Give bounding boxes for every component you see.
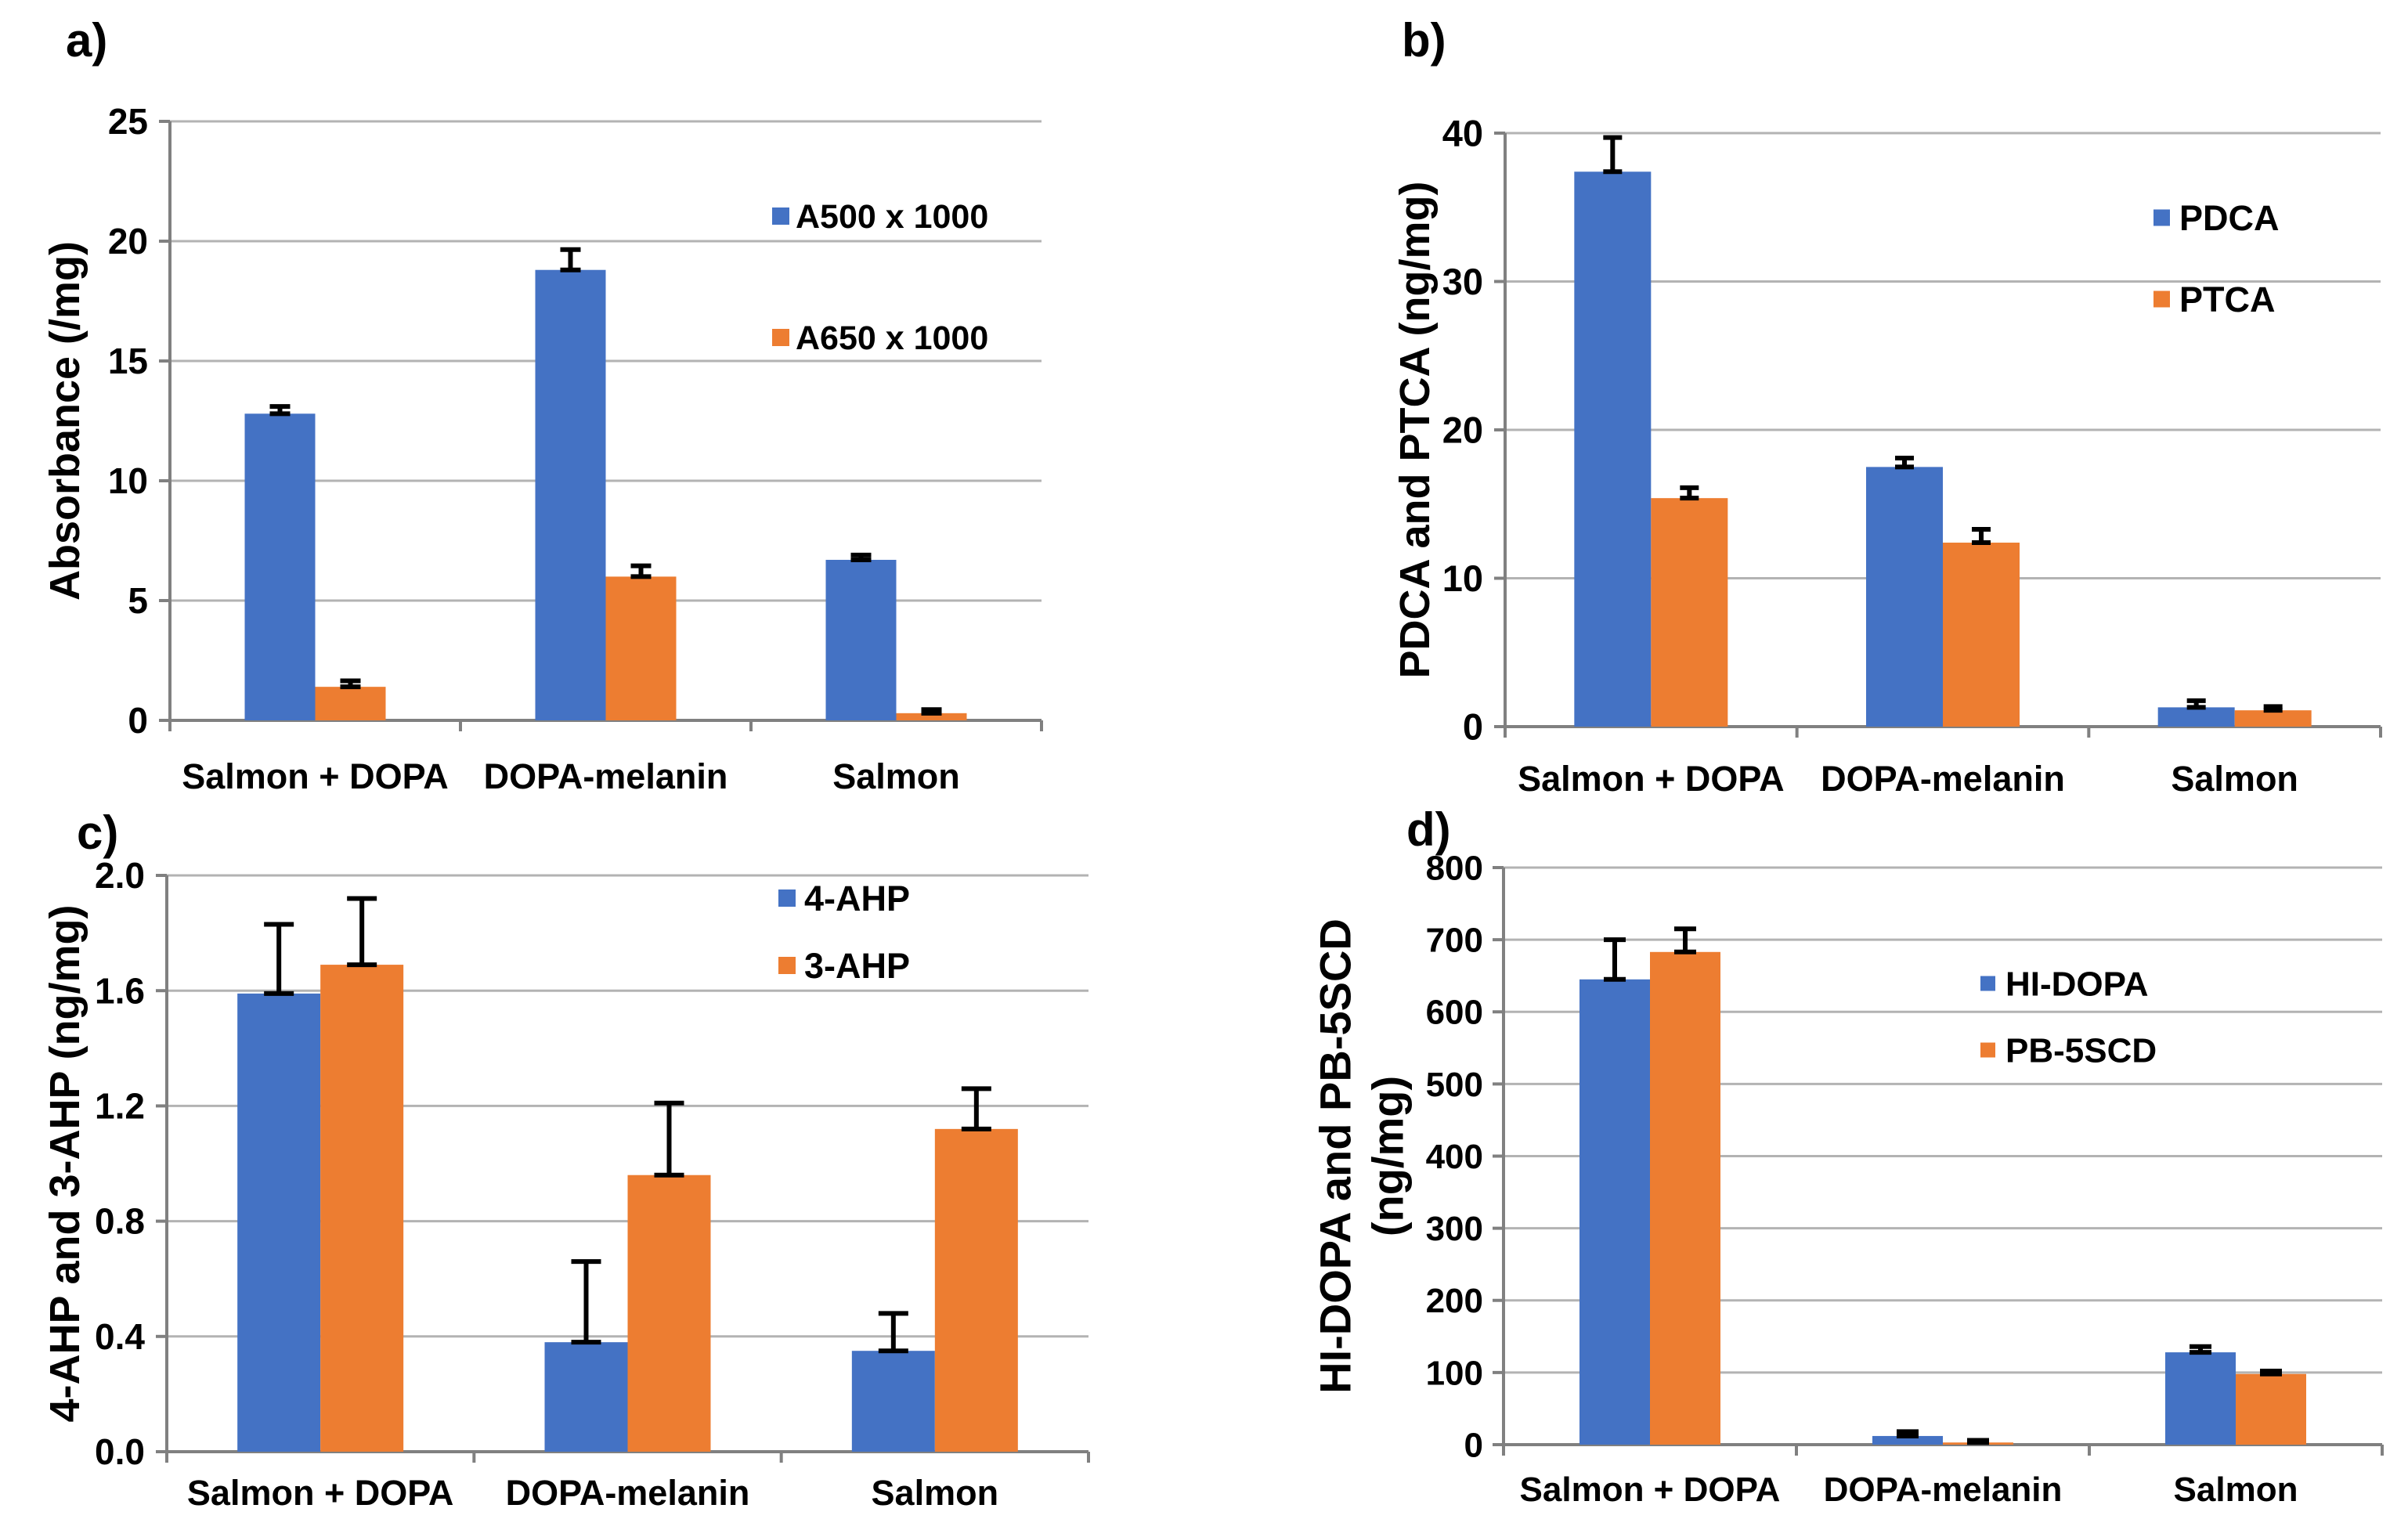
panel-c-chart: 0.0 0.4 0.8 1.2 1.6 2.0 Salmon + DOPA DOPA-mela… [42, 855, 1090, 1513]
bar-c-dopa-melanin-4-ahp [544, 1342, 628, 1452]
y-tick-label: 0.8 [95, 1201, 145, 1242]
x-category-label: Salmon + DOPA [182, 756, 449, 796]
legend-label-hi-dopa: HI-DOPA [2005, 965, 2149, 1003]
y-tick-label: 0 [1464, 1426, 1483, 1464]
y-axis-title: 4-AHP and 3-AHP (ng/mg) [42, 904, 88, 1422]
bar-d-salmon-dopa-hi-dopa [1579, 979, 1650, 1445]
bar-b-salmon-dopa-pdca [1574, 171, 1652, 727]
y-tick-label: 0 [1463, 705, 1483, 747]
y-tick-label: 5 [128, 580, 148, 621]
y-tick-label: 500 [1426, 1066, 1483, 1104]
panel-a-chart: 0 5 10 15 20 25 Salmon + DOPA DOPA-melanin Salmo… [42, 101, 1043, 796]
panel-label-a: a) [66, 14, 108, 67]
panel-label-d: d) [1406, 803, 1451, 856]
legend-marker-a650-x-1000 [772, 329, 789, 346]
panel-d-chart: 0 100 200 300 400 500 600 700 800 Salmon + DOPA DO… [1311, 849, 2384, 1509]
y-tick-label: 700 [1426, 922, 1483, 960]
bar-b-salmon-ptca [2234, 710, 2312, 727]
legend-marker-pdca [2153, 209, 2170, 226]
x-category-label: Salmon [2174, 1470, 2298, 1509]
x-category-label: Salmon + DOPA [1518, 759, 1785, 799]
legend-label-ptca: PTCA [2179, 280, 2276, 319]
y-tick-label: 2.0 [95, 855, 145, 896]
legend-label-4-ahp: 4-AHP [804, 879, 910, 918]
y-tick-label: 600 [1426, 994, 1483, 1032]
bar-d-salmon-hi-dopa [2165, 1352, 2236, 1445]
x-category-label: Salmon [832, 756, 960, 796]
x-category-label: Salmon + DOPA [187, 1473, 454, 1513]
legend-label-a650-x-1000: A650 x 1000 [796, 319, 988, 357]
y-tick-label: 40 [1442, 112, 1483, 153]
y-tick-label: 0.0 [95, 1431, 145, 1472]
legend-label-a500-x-1000: A500 x 1000 [796, 198, 988, 236]
y-axis-title: HI-DOPA and PB-5SCD [1311, 918, 1360, 1394]
x-category-label: DOPA-melanin [506, 1473, 750, 1513]
y-tick-label: 20 [1442, 409, 1483, 450]
x-category-label: DOPA-melanin [1824, 1470, 2063, 1509]
bar-c-salmon-dopa-4-ahp [237, 993, 321, 1452]
y-tick-label: 100 [1426, 1354, 1483, 1392]
legend-marker-3-ahp [778, 957, 796, 974]
legend-marker-hi-dopa [1980, 976, 1995, 991]
bar-a-salmon-a650-x-1000 [896, 713, 967, 720]
bar-c-salmon-dopa-3-ahp [320, 965, 404, 1452]
y-tick-label: 1.6 [95, 970, 145, 1011]
x-category-label: DOPA-melanin [484, 756, 728, 796]
y-tick-label: 800 [1426, 849, 1483, 887]
y-tick-label: 15 [108, 341, 148, 381]
y-tick-label: 30 [1442, 261, 1483, 302]
bar-b-dopa-melanin-pdca [1866, 467, 1943, 727]
legend-label-3-ahp: 3-AHP [804, 946, 910, 986]
y-tick-label: 200 [1426, 1282, 1483, 1320]
bar-c-salmon-3-ahp [934, 1128, 1018, 1452]
panel-label-c: c) [77, 806, 119, 859]
panel-b-chart: 0 10 20 30 40 Salmon + DOPA DOPA-melanin Salmon… [1392, 112, 2382, 799]
bar-c-dopa-melanin-3-ahp [627, 1175, 711, 1452]
legend-label-pdca: PDCA [2179, 198, 2280, 238]
y-tick-label: 10 [108, 460, 148, 501]
y-tick-label: 400 [1426, 1138, 1483, 1176]
legend-marker-ptca [2153, 290, 2170, 308]
panel-label-b: b) [1402, 14, 1446, 67]
bar-d-salmon-dopa-pb-5scd [1650, 951, 1720, 1445]
bar-a-dopa-melanin-a650-x-1000 [605, 576, 677, 720]
x-category-label: Salmon [872, 1473, 999, 1513]
y-tick-label: 10 [1442, 558, 1483, 599]
y-tick-label: 25 [108, 101, 148, 142]
y-tick-label: 0.4 [95, 1316, 145, 1357]
legend-marker-pb-5scd [1980, 1042, 1995, 1058]
x-category-label: Salmon [2171, 759, 2298, 799]
y-tick-label: 20 [108, 221, 148, 262]
x-category-label: DOPA-melanin [1821, 759, 2065, 799]
legend-marker-a500-x-1000 [772, 207, 789, 225]
y-axis-title: Absorbance (/mg) [42, 241, 88, 601]
bar-b-dopa-melanin-ptca [1943, 543, 2020, 727]
legend-marker-4-ahp [778, 889, 796, 907]
bar-d-dopa-melanin-hi-dopa [1872, 1435, 1943, 1445]
x-category-label: Salmon + DOPA [1520, 1470, 1781, 1509]
bar-a-salmon-a500-x-1000 [825, 559, 897, 720]
bar-b-salmon-pdca [2157, 707, 2235, 727]
y-axis-title: PDCA and PTCA (ng/mg) [1392, 182, 1439, 679]
legend-label-pb-5scd: PB-5SCD [2005, 1031, 2157, 1070]
bar-a-salmon-dopa-a500-x-1000 [244, 413, 316, 720]
y-tick-label: 300 [1426, 1210, 1483, 1248]
bar-d-salmon-pb-5scd [2236, 1373, 2306, 1445]
y-tick-label: 0 [128, 700, 148, 741]
y-axis-title: (ng/mg) [1363, 1076, 1413, 1236]
bar-c-salmon-4-ahp [851, 1351, 935, 1452]
bar-b-salmon-dopa-ptca [1651, 498, 1728, 727]
y-tick-label: 1.2 [95, 1086, 145, 1127]
bar-a-dopa-melanin-a500-x-1000 [535, 269, 606, 721]
bar-a-salmon-dopa-a650-x-1000 [315, 687, 386, 720]
